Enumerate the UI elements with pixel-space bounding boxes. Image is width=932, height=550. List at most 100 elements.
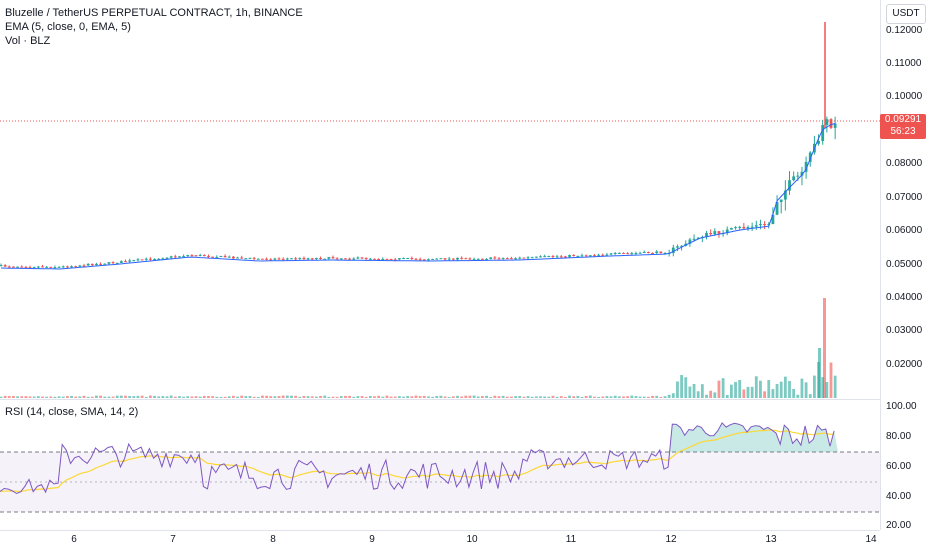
candle-body bbox=[493, 257, 497, 259]
volume-bar bbox=[36, 396, 40, 398]
volume-bar bbox=[684, 377, 688, 398]
volume-bar bbox=[99, 395, 102, 398]
candle-body bbox=[431, 258, 434, 260]
candle-body bbox=[211, 256, 215, 258]
candle-body bbox=[821, 124, 825, 142]
candle-body bbox=[294, 258, 298, 260]
volume-bar bbox=[82, 395, 86, 398]
ema-line bbox=[0, 123, 836, 270]
volume-bar bbox=[667, 394, 671, 398]
candle-body bbox=[609, 253, 613, 255]
candle-body bbox=[833, 123, 837, 128]
volume-bar bbox=[331, 396, 335, 398]
candle-body bbox=[800, 171, 804, 176]
volume-bar bbox=[373, 396, 376, 398]
candle-body bbox=[232, 256, 235, 259]
candle-body bbox=[298, 257, 302, 259]
volume-bar bbox=[447, 396, 451, 398]
volume-bar bbox=[663, 396, 667, 398]
rsi-tick: 100.00 bbox=[886, 401, 917, 412]
volume-bar bbox=[738, 379, 742, 398]
candle-body bbox=[543, 256, 547, 258]
candle-body bbox=[622, 252, 625, 254]
volume-bar bbox=[45, 396, 49, 398]
volume-bar bbox=[344, 395, 347, 398]
candle-body bbox=[717, 231, 721, 234]
candle-body bbox=[223, 256, 227, 258]
candle-body bbox=[406, 257, 410, 259]
volume-bar bbox=[335, 396, 339, 398]
candle-body bbox=[111, 262, 115, 264]
time-tick: 6 bbox=[71, 534, 77, 545]
volume-bar bbox=[559, 396, 563, 398]
volume-bar bbox=[186, 396, 190, 398]
candle-body bbox=[335, 258, 339, 260]
volume-bar bbox=[261, 395, 264, 398]
volume-bar bbox=[265, 395, 268, 398]
price-tick: 0.12000 bbox=[886, 25, 923, 36]
candle-body bbox=[410, 257, 414, 259]
currency-button[interactable]: USDT bbox=[886, 4, 926, 24]
volume-bar bbox=[742, 389, 746, 398]
candle-body bbox=[16, 266, 19, 268]
candle-body bbox=[709, 233, 713, 235]
candle-body bbox=[207, 256, 210, 258]
volume-tick: 0.04000 bbox=[886, 292, 923, 303]
volume-bar bbox=[730, 384, 733, 398]
volume-bar bbox=[775, 383, 779, 398]
candle-body bbox=[447, 258, 451, 260]
volume-bar bbox=[0, 396, 3, 398]
time-tick: 13 bbox=[765, 534, 777, 545]
candle-body bbox=[132, 260, 136, 262]
volume-bar bbox=[414, 395, 418, 398]
candle-body bbox=[460, 257, 464, 259]
candle-body bbox=[418, 259, 422, 261]
volume-bar bbox=[7, 396, 11, 398]
candle-body bbox=[730, 228, 733, 230]
volume-bar bbox=[198, 396, 202, 398]
candle-body bbox=[368, 258, 372, 260]
candle-body bbox=[256, 258, 260, 260]
volume-bar bbox=[211, 396, 215, 398]
candle-body bbox=[564, 256, 567, 258]
volume-bar bbox=[613, 395, 617, 398]
volume-bar bbox=[605, 396, 609, 398]
volume-bar bbox=[642, 396, 646, 398]
candle-body bbox=[99, 263, 102, 265]
volume-bar bbox=[236, 396, 239, 398]
volume-bar bbox=[580, 396, 584, 398]
candle-body bbox=[240, 257, 244, 259]
candle-body bbox=[0, 265, 3, 267]
volume-bar bbox=[53, 396, 57, 398]
volume-bar bbox=[248, 396, 252, 398]
candle-body bbox=[456, 257, 459, 260]
volume-bar bbox=[696, 391, 700, 398]
candle-body bbox=[302, 257, 306, 260]
volume-bar bbox=[721, 378, 725, 398]
candle-body bbox=[829, 119, 833, 128]
volume-bar bbox=[734, 381, 737, 398]
rsi-legend[interactable]: RSI (14, close, SMA, 14, 2) bbox=[5, 406, 139, 418]
volume-bar bbox=[680, 375, 683, 398]
volume-bar bbox=[16, 396, 19, 398]
candle-body bbox=[178, 256, 181, 258]
candle-body bbox=[219, 256, 223, 258]
volume-bar bbox=[119, 395, 123, 398]
volume-bar bbox=[178, 396, 181, 398]
ema-legend[interactable]: EMA (5, close, 0, EMA, 5) bbox=[5, 21, 131, 33]
volume-bar bbox=[505, 396, 509, 398]
volume-legend[interactable]: Vol · BLZ bbox=[5, 35, 51, 47]
candle-body bbox=[373, 258, 376, 260]
candle-body bbox=[90, 263, 94, 266]
volume-bar bbox=[385, 395, 389, 398]
candle-body bbox=[265, 258, 268, 260]
price-tick: 0.08000 bbox=[886, 158, 923, 169]
volume-bar bbox=[273, 396, 277, 398]
symbol-legend[interactable]: Bluzelle / TetherUS PERPETUAL CONTRACT, … bbox=[5, 7, 303, 19]
volume-bar bbox=[833, 375, 837, 398]
volume-bar bbox=[481, 396, 484, 398]
candle-body bbox=[655, 251, 659, 254]
candle-body bbox=[551, 256, 555, 258]
volume-bar bbox=[443, 396, 447, 398]
